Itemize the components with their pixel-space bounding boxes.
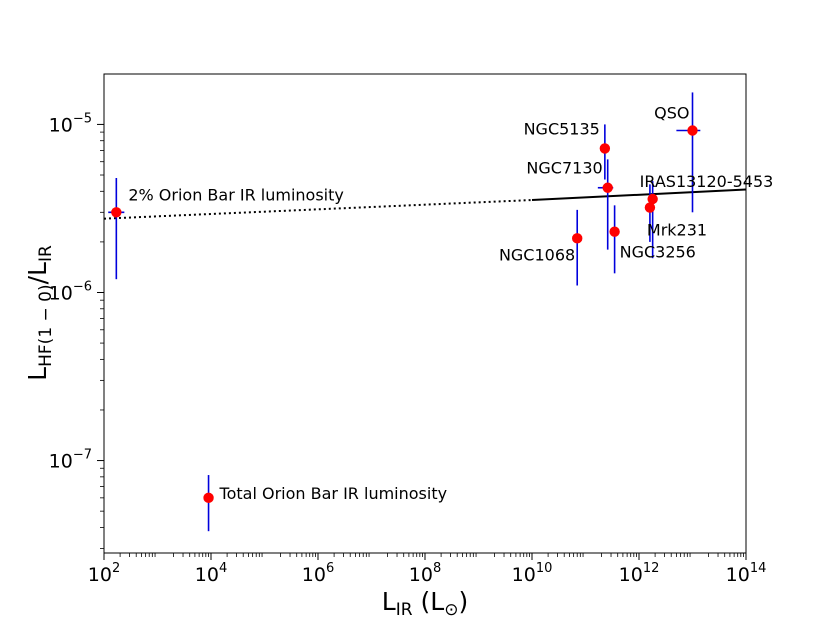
point-label-ngc7130: NGC7130 (526, 159, 602, 178)
x-tick-exp: 2 (112, 561, 120, 576)
y-axis-label-sub: HF(1 − 0) (36, 284, 56, 367)
point-label-ngc3256: NGC3256 (620, 243, 696, 262)
point-2-orion-bar-ir-luminosity (111, 207, 122, 218)
x-axis-label-unit-close: ) (458, 587, 468, 616)
point-ngc5135 (599, 143, 611, 154)
axes-frame (103, 73, 747, 554)
point-qso (687, 125, 698, 136)
x-tick-exp: 14 (750, 561, 767, 576)
point-iras13120-5453 (647, 193, 658, 205)
x-tick-label: 1014 (726, 561, 767, 586)
point-label-mrk231: Mrk231 (647, 221, 707, 240)
y-tick-exp: −7 (73, 448, 92, 463)
y-tick-exp: −6 (73, 279, 92, 294)
point-ngc7130 (602, 182, 613, 193)
y-axis-label: LHF(1 − 0)/LIR (23, 245, 56, 381)
x-tick-base: 10 (88, 564, 112, 586)
x-tick-base: 10 (195, 564, 219, 586)
y-tick-label: 10−5 (49, 111, 92, 136)
fit-line-dotted (103, 199, 533, 220)
x-tick-label: 106 (302, 561, 334, 586)
y-tick-base: 10 (49, 282, 73, 304)
x-tick-exp: 6 (326, 561, 334, 576)
y-tick-base: 10 (49, 451, 73, 473)
point-label-2-orion-bar-ir-luminosity: 2% Orion Bar IR luminosity (128, 185, 344, 204)
point-label-iras13120-5453: IRAS13120-5453 (640, 172, 774, 191)
point-label-total-orion-bar-ir-luminosity: Total Orion Bar IR luminosity (219, 484, 448, 503)
x-axis-label-sub: IR (396, 600, 413, 620)
fit-line-solid (531, 188, 747, 202)
x-tick-base: 10 (302, 564, 326, 586)
x-tick-exp: 4 (219, 561, 227, 576)
x-tick-label: 1012 (619, 561, 660, 586)
x-axis-label-unit-sub: ⊙ (444, 600, 458, 620)
y-tick-base: 10 (49, 114, 73, 136)
x-tick-label: 1010 (512, 561, 553, 586)
point-ngc3256 (609, 226, 620, 237)
x-axis-label-unit: (L (421, 587, 445, 616)
x-tick-label: 108 (409, 561, 441, 586)
y-axis-label-sub2: IR (36, 245, 56, 262)
y-tick-label: 10−7 (49, 448, 92, 473)
x-tick-label: 102 (88, 561, 120, 586)
y-tick-exp: −5 (73, 111, 92, 126)
y-axis-label-slash: /L (23, 262, 52, 284)
x-tick-exp: 8 (433, 561, 441, 576)
point-total-orion-bar-ir-luminosity (203, 492, 214, 504)
point-ngc1068 (572, 233, 583, 244)
y-tick-label: 10−6 (49, 279, 92, 304)
x-tick-base: 10 (619, 564, 643, 586)
x-axis-label-main: L (382, 587, 396, 616)
x-tick-base: 10 (512, 564, 536, 586)
x-axis-label: LIR (L⊙) (382, 587, 468, 620)
point-mrk231 (644, 202, 656, 213)
y-axis-label-main: L (23, 367, 52, 381)
point-label-ngc5135: NGC5135 (524, 119, 600, 138)
x-tick-exp: 12 (643, 561, 660, 576)
x-tick-label: 104 (195, 561, 227, 586)
point-label-qso: QSO (654, 104, 689, 123)
x-tick-base: 10 (726, 564, 750, 586)
point-label-ngc1068: NGC1068 (499, 245, 575, 264)
x-tick-exp: 10 (536, 561, 553, 576)
x-tick-base: 10 (409, 564, 433, 586)
